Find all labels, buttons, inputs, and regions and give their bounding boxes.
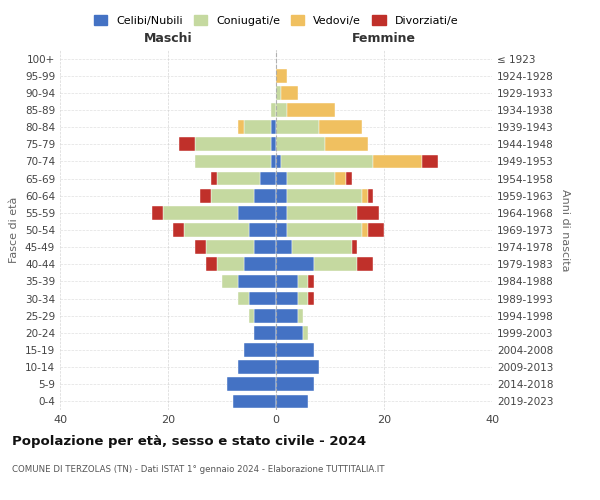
Bar [254,189,276,202]
Bar [276,326,303,340]
Bar [254,326,276,340]
Bar [249,292,276,306]
Bar [373,154,422,168]
Bar [276,86,281,100]
Bar [206,240,254,254]
Bar [152,206,163,220]
Bar [276,69,287,82]
Bar [276,103,287,117]
Bar [281,86,298,100]
Bar [249,223,276,237]
Bar [217,258,244,271]
Bar [276,394,308,408]
Bar [319,120,362,134]
Bar [238,292,249,306]
Bar [276,189,287,202]
Bar [357,258,373,271]
Bar [276,240,292,254]
Bar [195,240,206,254]
Bar [254,309,276,322]
Bar [271,120,276,134]
Bar [173,223,184,237]
Bar [298,309,303,322]
Bar [200,189,211,202]
Bar [276,258,314,271]
Y-axis label: Anni di nascita: Anni di nascita [560,188,570,271]
Bar [222,274,238,288]
Bar [276,309,298,322]
Bar [287,206,357,220]
Bar [308,292,314,306]
Bar [211,172,217,185]
Bar [249,309,254,322]
Text: COMUNE DI TERZOLAS (TN) - Dati ISTAT 1° gennaio 2024 - Elaborazione TUTTITALIA.I: COMUNE DI TERZOLAS (TN) - Dati ISTAT 1° … [12,465,385,474]
Bar [276,292,298,306]
Bar [254,240,276,254]
Text: Maschi: Maschi [143,32,193,45]
Bar [179,138,195,151]
Bar [281,154,373,168]
Bar [276,206,287,220]
Bar [238,274,276,288]
Bar [276,223,287,237]
Bar [276,154,281,168]
Bar [271,103,276,117]
Bar [276,343,314,357]
Bar [276,172,287,185]
Bar [303,326,308,340]
Bar [184,223,249,237]
Bar [276,274,298,288]
Text: Popolazione per età, sesso e stato civile - 2024: Popolazione per età, sesso e stato civil… [12,435,366,448]
Bar [287,103,335,117]
Text: Femmine: Femmine [352,32,416,45]
Bar [422,154,438,168]
Bar [314,258,357,271]
Bar [292,240,352,254]
Y-axis label: Fasce di età: Fasce di età [10,197,19,263]
Bar [271,154,276,168]
Bar [238,360,276,374]
Bar [335,172,346,185]
Bar [211,189,254,202]
Bar [352,240,357,254]
Bar [238,206,276,220]
Bar [244,343,276,357]
Bar [357,206,379,220]
Bar [276,378,314,391]
Bar [163,206,238,220]
Bar [244,120,271,134]
Legend: Celibi/Nubili, Coniugati/e, Vedovi/e, Divorziati/e: Celibi/Nubili, Coniugati/e, Vedovi/e, Di… [89,10,463,30]
Bar [233,394,276,408]
Bar [238,120,244,134]
Bar [368,189,373,202]
Bar [227,378,276,391]
Bar [298,292,308,306]
Bar [195,138,271,151]
Bar [362,223,368,237]
Bar [244,258,276,271]
Bar [298,274,308,288]
Bar [325,138,368,151]
Bar [271,138,276,151]
Bar [260,172,276,185]
Bar [346,172,352,185]
Bar [287,189,362,202]
Bar [276,138,325,151]
Bar [206,258,217,271]
Bar [368,223,384,237]
Bar [217,172,260,185]
Bar [276,360,319,374]
Bar [287,172,335,185]
Bar [195,154,271,168]
Bar [362,189,368,202]
Bar [276,120,319,134]
Bar [287,223,362,237]
Bar [308,274,314,288]
